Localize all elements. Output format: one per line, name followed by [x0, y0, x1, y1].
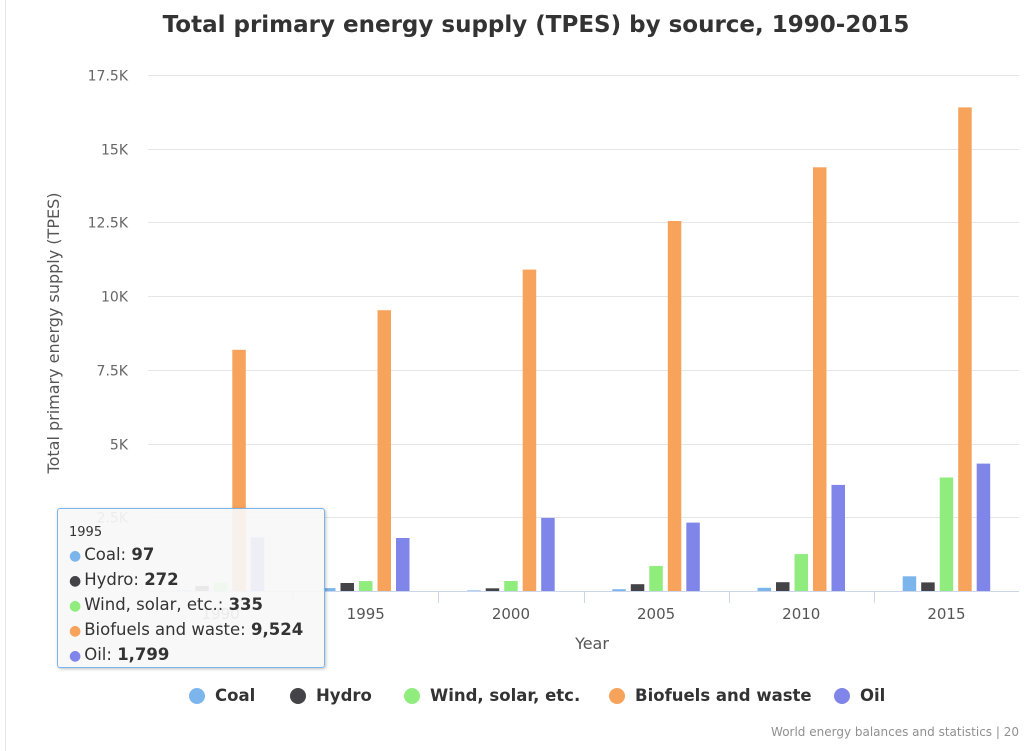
- bar-biofuels-and-waste-2010[interactable]: [813, 167, 827, 592]
- wind-solar-swatch-icon: [404, 687, 420, 704]
- tooltip-row-wind-solar: ● Wind, solar, etc.: 335: [69, 593, 324, 618]
- tooltip-value: 335: [228, 595, 264, 614]
- gridlines: [148, 75, 1019, 518]
- legend-item-wind-solar[interactable]: Wind, solar, etc.: [404, 686, 580, 705]
- legend-item-coal[interactable]: Coal: [189, 686, 255, 705]
- legend-item-hydro[interactable]: Hydro: [290, 686, 372, 705]
- chart-title: Total primary energy supply (TPES) by so…: [163, 12, 910, 38]
- coal-dot-icon: ●: [69, 548, 82, 564]
- x-tick-label: 2015: [927, 605, 965, 623]
- frame-border: [5, 0, 6, 751]
- bar-oil-2005[interactable]: [686, 522, 700, 591]
- legend-label: Biofuels and waste: [635, 686, 812, 705]
- bar-wind-solar-etc-2000[interactable]: [504, 581, 518, 591]
- bar-hydro-2005[interactable]: [630, 584, 645, 591]
- hydro-dot-icon: ●: [69, 573, 82, 589]
- y-tick-label: 17.5K: [88, 69, 129, 85]
- biofuels-swatch-icon: [609, 687, 625, 704]
- biofuels-dot-icon: ●: [69, 623, 82, 639]
- y-tick-label: 15K: [101, 143, 129, 159]
- oil-dot-icon: ●: [69, 648, 82, 664]
- wind-solar-dot-icon: ●: [69, 598, 82, 614]
- tooltip-label: Biofuels and waste:: [84, 620, 251, 639]
- legend-item-oil[interactable]: Oil: [834, 686, 885, 705]
- bar-biofuels-and-waste-2005[interactable]: [667, 221, 682, 591]
- bar-biofuels-and-waste-1995[interactable]: [377, 310, 392, 591]
- bar-wind-solar-etc-2015[interactable]: [939, 477, 954, 592]
- tooltip-value: 1,799: [117, 645, 170, 664]
- legend-label: Wind, solar, etc.: [430, 686, 581, 705]
- x-axis-title: Year: [574, 634, 609, 653]
- y-tick-label: 7.5K: [97, 364, 129, 380]
- bar-oil-2000[interactable]: [541, 517, 555, 591]
- credits-link[interactable]: World energy balances and statistics | 2…: [771, 725, 1019, 739]
- bar-hydro-2010[interactable]: [776, 582, 790, 591]
- tooltip-row-coal: ● Coal: 97: [69, 543, 324, 568]
- bar-biofuels-and-waste-2015[interactable]: [958, 107, 972, 592]
- y-tick-label: 12.5K: [88, 216, 129, 232]
- bar-biofuels-and-waste-2000[interactable]: [522, 269, 537, 591]
- x-tick-label: 2010: [782, 605, 820, 623]
- hydro-swatch-icon: [290, 687, 306, 704]
- tooltip: 1995 ● Coal: 97 ● Hydro: 272 ● Wind, solar,…: [57, 508, 325, 668]
- bar-coal-1995[interactable]: [322, 588, 336, 591]
- legend-label: Coal: [215, 686, 256, 705]
- bar-hydro-1995[interactable]: [340, 583, 355, 591]
- legend-label: Hydro: [316, 686, 372, 705]
- y-axis-title: Total primary energy supply (TPES): [44, 193, 63, 475]
- tooltip-label: Wind, solar, etc.:: [84, 595, 229, 614]
- tooltip-header: 1995: [69, 525, 103, 540]
- tooltip-value: 97: [131, 545, 155, 564]
- bar-hydro-2000[interactable]: [485, 588, 500, 591]
- bar-oil-2010[interactable]: [831, 484, 846, 591]
- x-tick-label: 2005: [637, 605, 675, 623]
- oil-swatch-icon: [834, 687, 850, 704]
- bar-chart: Total primary energy supply (TPES) by so…: [44, 12, 1019, 653]
- bar-coal-2005[interactable]: [612, 589, 626, 591]
- bar-coal-2000[interactable]: [467, 590, 481, 591]
- tooltip-label: Oil:: [84, 645, 118, 664]
- bar-wind-solar-etc-2005[interactable]: [649, 565, 663, 591]
- bar-oil-1995[interactable]: [396, 538, 410, 591]
- tooltip-row-biofuels: ● Biofuels and waste: 9,524: [69, 618, 324, 643]
- x-tick-label: 1995: [347, 605, 385, 623]
- legend-label: Oil: [860, 686, 886, 705]
- coal-swatch-icon: [189, 687, 205, 704]
- bar-wind-solar-etc-1995[interactable]: [359, 581, 373, 591]
- tooltip-value: 272: [144, 570, 179, 589]
- y-tick-label: 5K: [110, 438, 129, 454]
- y-tick-label: 10K: [101, 290, 129, 306]
- bar-oil-2015[interactable]: [976, 463, 991, 591]
- legend-item-biofuels[interactable]: Biofuels and waste: [609, 686, 812, 705]
- bar-coal-2010[interactable]: [757, 587, 772, 591]
- tooltip-value: 9,524: [250, 620, 304, 639]
- bar-coal-2015[interactable]: [902, 576, 917, 591]
- x-axis-ticks: [293, 591, 875, 603]
- legend: Coal Hydro Wind, solar, etc. Biofuels an…: [0, 686, 1024, 714]
- tooltip-label: Coal:: [84, 545, 132, 564]
- tooltip-row-oil: ● Oil: 1,799: [69, 643, 324, 668]
- x-tick-label: 2000: [492, 605, 530, 623]
- bar-wind-solar-etc-2010[interactable]: [794, 554, 809, 591]
- tooltip-row-hydro: ● Hydro: 272: [69, 568, 324, 593]
- bar-hydro-2015[interactable]: [921, 582, 935, 591]
- tooltip-label: Hydro:: [84, 570, 145, 589]
